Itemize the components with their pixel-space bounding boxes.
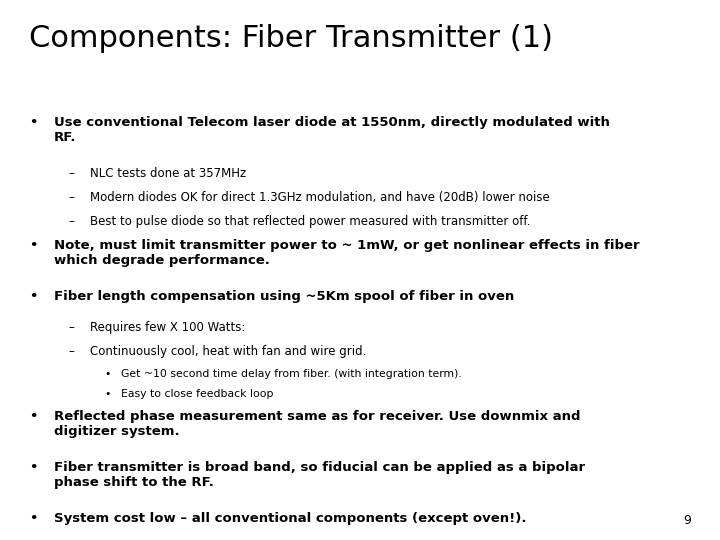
Text: •: • — [29, 239, 37, 252]
Text: System cost low – all conventional components (except oven!).: System cost low – all conventional compo… — [54, 512, 526, 525]
Text: •: • — [29, 116, 37, 129]
Text: •: • — [29, 461, 37, 474]
Text: •: • — [29, 512, 37, 525]
Text: Note, must limit transmitter power to ~ 1mW, or get nonlinear effects in fiber
w: Note, must limit transmitter power to ~ … — [54, 239, 639, 267]
Text: Modern diodes OK for direct 1.3GHz modulation, and have (20dB) lower noise: Modern diodes OK for direct 1.3GHz modul… — [90, 191, 550, 204]
Text: •: • — [29, 290, 37, 303]
Text: –: – — [68, 321, 74, 334]
Text: •: • — [104, 389, 111, 400]
Text: Easy to close feedback loop: Easy to close feedback loop — [121, 389, 274, 400]
Text: Fiber length compensation using ~5Km spool of fiber in oven: Fiber length compensation using ~5Km spo… — [54, 290, 514, 303]
Text: Requires few X 100 Watts:: Requires few X 100 Watts: — [90, 321, 246, 334]
Text: Components: Fiber Transmitter (1): Components: Fiber Transmitter (1) — [29, 24, 553, 53]
Text: Best to pulse diode so that reflected power measured with transmitter off.: Best to pulse diode so that reflected po… — [90, 215, 531, 228]
Text: –: – — [68, 345, 74, 358]
Text: Reflected phase measurement same as for receiver. Use downmix and
digitizer syst: Reflected phase measurement same as for … — [54, 410, 580, 438]
Text: –: – — [68, 215, 74, 228]
Text: •: • — [29, 410, 37, 423]
Text: NLC tests done at 357MHz: NLC tests done at 357MHz — [90, 167, 246, 180]
Text: –: – — [68, 167, 74, 180]
Text: Use conventional Telecom laser diode at 1550nm, directly modulated with
RF.: Use conventional Telecom laser diode at … — [54, 116, 610, 144]
Text: Get ~10 second time delay from fiber. (with integration term).: Get ~10 second time delay from fiber. (w… — [121, 369, 462, 379]
Text: Fiber transmitter is broad band, so fiducial can be applied as a bipolar
phase s: Fiber transmitter is broad band, so fidu… — [54, 461, 585, 489]
Text: Continuously cool, heat with fan and wire grid.: Continuously cool, heat with fan and wir… — [90, 345, 366, 358]
Text: •: • — [104, 369, 111, 379]
Text: –: – — [68, 191, 74, 204]
Text: 9: 9 — [683, 514, 691, 526]
